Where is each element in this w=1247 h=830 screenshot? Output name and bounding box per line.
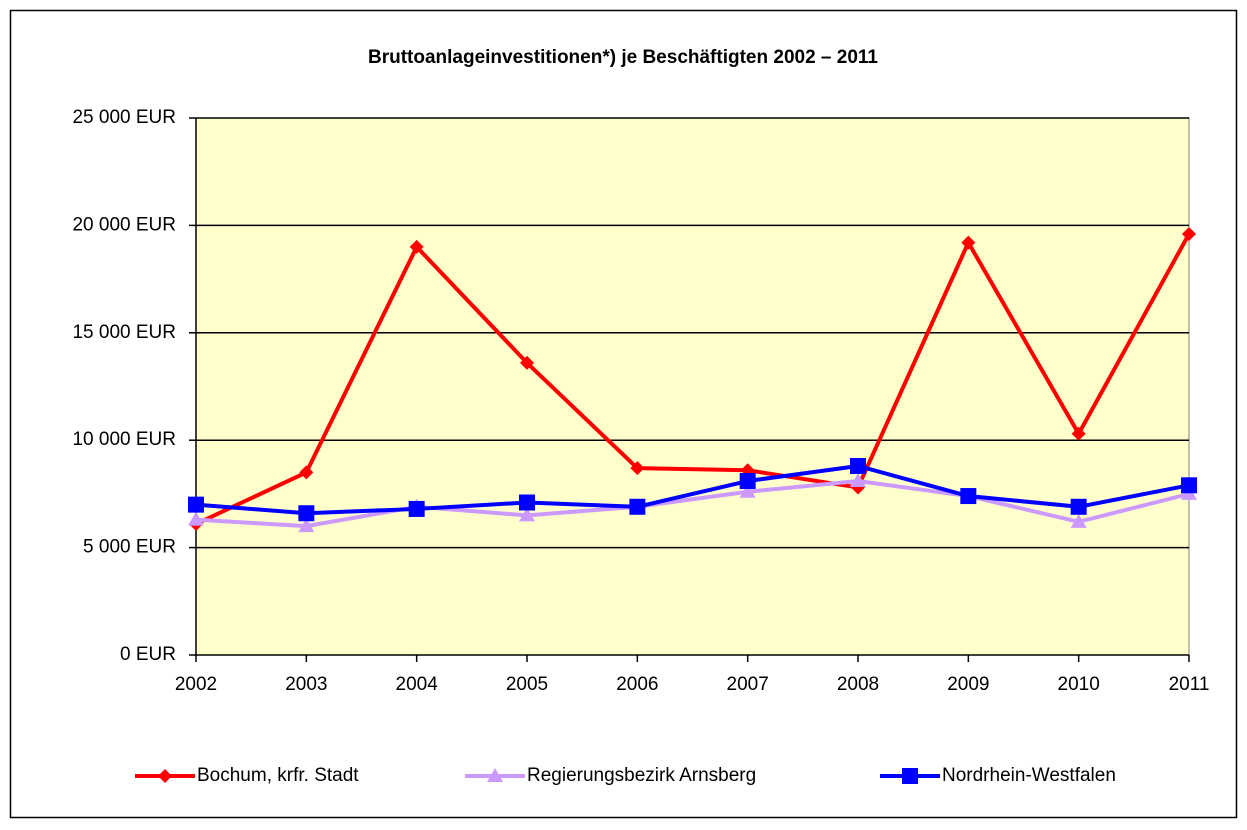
legend-marker: [902, 768, 918, 784]
x-tick-label: 2003: [285, 674, 327, 695]
data-point: [520, 355, 534, 370]
data-point: [188, 511, 204, 526]
x-tick-label: 2009: [947, 674, 989, 695]
plot-area: [195, 117, 1190, 656]
data-point: [519, 494, 535, 511]
x-tick-label: 2004: [396, 674, 439, 695]
data-point: [298, 518, 315, 533]
data-point: [630, 461, 645, 476]
y-tick-label: 0 EUR: [120, 644, 176, 665]
data-point: [850, 473, 866, 488]
y-tick-label: 5 000 EUR: [83, 537, 176, 558]
legend-marker: [487, 768, 503, 782]
data-point: [409, 239, 424, 254]
data-point: [629, 498, 646, 515]
y-tick-label: 10 000 EUR: [72, 429, 176, 450]
data-point: [1071, 426, 1086, 441]
y-tick-label: 20 000 EUR: [72, 214, 176, 235]
x-tick-label: 2011: [1169, 674, 1210, 695]
data-point: [1182, 226, 1196, 241]
x-tick-label: 2007: [727, 674, 769, 695]
series-line: [195, 463, 1190, 516]
data-point: [850, 457, 866, 474]
x-tick-label: 2008: [837, 674, 879, 695]
legend-label: Regierungsbezirk Arnsberg: [527, 765, 756, 786]
data-point: [1070, 498, 1087, 515]
x-tick-label: 2006: [616, 674, 658, 695]
x-tick-label: 2010: [1058, 674, 1100, 695]
data-point: [960, 488, 977, 505]
data-point: [1070, 513, 1087, 528]
data-point: [739, 483, 756, 498]
y-tick-label: 25 000 EUR: [72, 107, 176, 128]
data-point: [519, 507, 535, 522]
legend-marker: [158, 769, 172, 783]
chart-title: Bruttoanlageinvestitionen*) je Beschäfti…: [368, 47, 878, 68]
y-tick-label: 15 000 EUR: [72, 322, 176, 343]
data-point: [298, 505, 315, 522]
data-point: [739, 473, 756, 490]
x-tick-label: 2005: [506, 674, 548, 695]
x-tick-label: 2002: [175, 674, 217, 695]
series-line: [195, 479, 1190, 529]
data-point: [188, 496, 204, 513]
legend-label: Bochum, krfr. Stadt: [197, 765, 359, 786]
data-point: [408, 500, 425, 517]
legend-label: Nordrhein-Westfalen: [942, 765, 1116, 786]
data-point: [1181, 477, 1197, 494]
series-line: [195, 233, 1191, 526]
data-point: [299, 465, 314, 480]
data-point: [961, 235, 976, 250]
